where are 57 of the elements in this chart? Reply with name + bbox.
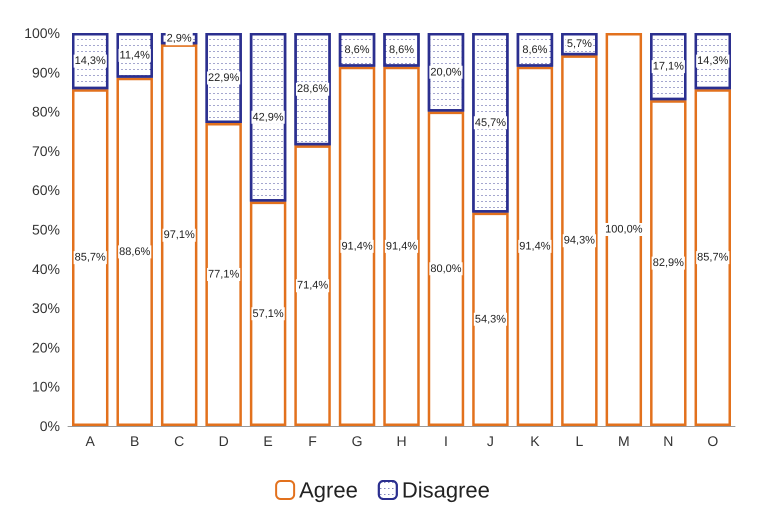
y-tick-label: 60%: [32, 182, 60, 198]
x-tick-label: D: [218, 433, 229, 449]
data-label: 20,0%: [430, 66, 462, 78]
data-label: 91,4%: [386, 240, 418, 252]
y-tick-label: 90%: [32, 64, 60, 80]
data-label: 2,9%: [166, 32, 192, 45]
data-label: 82,9%: [652, 257, 684, 270]
data-label: 14,3%: [74, 55, 106, 68]
data-label: 28,6%: [296, 83, 328, 96]
y-tick-label: 30%: [32, 300, 60, 316]
y-tick-label: 0%: [40, 418, 60, 434]
y-tick-label: 40%: [32, 260, 60, 277]
legend-label: Disagree: [402, 478, 490, 502]
x-tick-label: O: [707, 433, 718, 449]
x-tick-label: K: [530, 433, 540, 449]
legend-label: Agree: [299, 478, 358, 502]
data-label: 11,4%: [120, 49, 150, 62]
data-label: 54,3%: [474, 313, 506, 326]
y-tick-label: 100%: [24, 25, 60, 41]
data-label: 80,0%: [430, 262, 462, 275]
data-label: 57,1%: [252, 308, 284, 320]
x-tick-label: N: [663, 433, 674, 449]
data-label: 77,1%: [208, 268, 240, 280]
x-tick-label: F: [308, 433, 317, 449]
data-label: 14,3%: [697, 55, 729, 68]
data-label: 22,9%: [208, 72, 240, 84]
data-label: 91,4%: [341, 240, 373, 252]
data-label: 88,6%: [119, 246, 151, 258]
y-tick-label: 50%: [32, 222, 60, 238]
data-label: 100,0%: [605, 224, 643, 236]
data-label: 85,7%: [697, 252, 729, 264]
x-tick-label: A: [86, 433, 96, 449]
x-tick-label: L: [575, 433, 584, 449]
x-tick-label: J: [486, 433, 494, 449]
x-tick-label: E: [263, 433, 273, 449]
data-label: 97,1%: [164, 229, 195, 242]
x-tick-label: G: [352, 433, 362, 449]
y-tick-label: 70%: [32, 142, 60, 159]
data-label: 94,3%: [564, 234, 596, 247]
x-tick-label: I: [444, 433, 448, 449]
data-label: 8,6%: [522, 44, 548, 56]
y-tick-label: 10%: [32, 378, 60, 395]
x-tick-label: B: [130, 433, 140, 449]
x-tick-label: C: [174, 433, 184, 449]
y-tick-label: 80%: [32, 104, 60, 120]
data-label: 91,4%: [519, 240, 551, 252]
data-label: 85,7%: [74, 252, 106, 264]
x-tick-label: M: [618, 433, 630, 449]
data-label: 8,6%: [388, 44, 414, 56]
data-label: 17,1%: [652, 60, 684, 73]
data-label: 42,9%: [252, 111, 284, 124]
y-tick-label: 20%: [32, 339, 60, 356]
data-label: 71,4%: [296, 280, 328, 292]
data-label: 5,7%: [566, 38, 592, 50]
data-label: 45,7%: [474, 116, 506, 129]
data-label: 8,6%: [344, 44, 370, 56]
x-tick-label: H: [396, 433, 407, 449]
